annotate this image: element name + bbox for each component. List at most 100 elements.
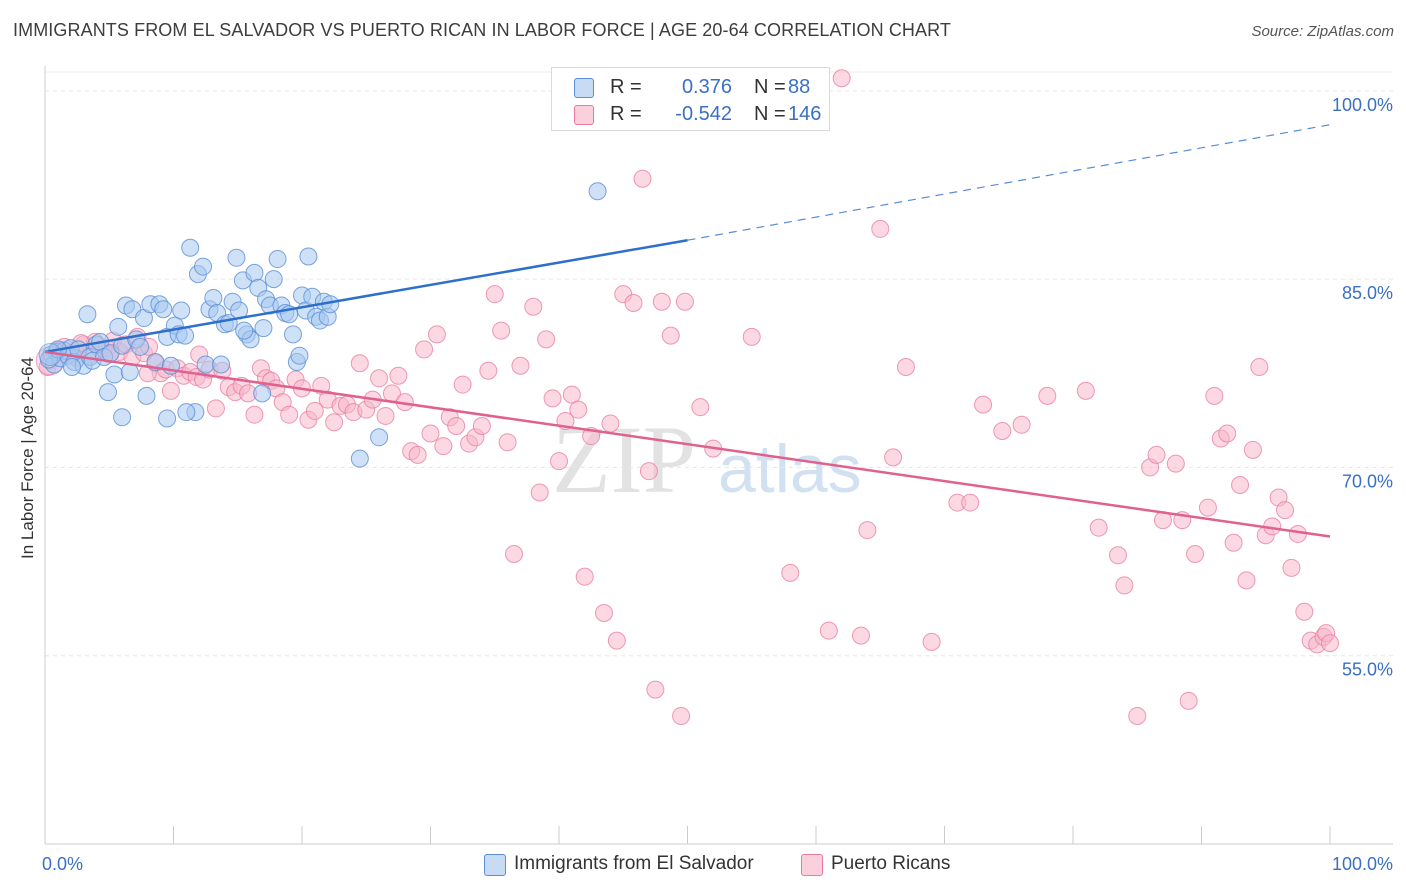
data-point-puerto-ricans bbox=[993, 422, 1012, 441]
data-point-puerto-ricans bbox=[633, 169, 652, 188]
data-point-puerto-ricans bbox=[434, 437, 453, 456]
data-point-puerto-ricans bbox=[858, 521, 877, 540]
data-point-puerto-ricans bbox=[550, 452, 568, 471]
data-point-el-salvador bbox=[253, 384, 272, 403]
data-point-puerto-ricans bbox=[961, 493, 980, 512]
data-point-puerto-ricans bbox=[1282, 558, 1301, 577]
data-point-el-salvador bbox=[235, 321, 254, 340]
bottom-legend-swatch-puerto-ricans bbox=[801, 854, 823, 876]
data-point-puerto-ricans bbox=[1218, 424, 1237, 443]
trend-line-puerto-ricans bbox=[44, 350, 1331, 538]
data-point-el-salvador bbox=[109, 317, 128, 336]
data-point-el-salvador bbox=[299, 247, 318, 266]
y-tick-label: 100.0% bbox=[1332, 95, 1393, 115]
bottom-legend-swatch-el-salvador bbox=[484, 854, 506, 876]
data-point-puerto-ricans bbox=[1205, 386, 1224, 405]
trend-lines bbox=[44, 124, 1331, 538]
source-label: Source: ZipAtlas.com bbox=[1251, 23, 1394, 40]
correlation-legend: R = 0.376 N = 88 R = -0.542 N = 146 bbox=[551, 67, 830, 131]
data-point-el-salvador bbox=[350, 449, 369, 468]
y-tick-label: 85.0% bbox=[1342, 283, 1393, 303]
trend-line-el-salvador bbox=[44, 238, 688, 354]
data-point-puerto-ricans bbox=[370, 369, 389, 388]
legend-n-value: 88 bbox=[788, 76, 811, 98]
axes bbox=[44, 66, 1393, 845]
data-point-el-salvador bbox=[290, 346, 309, 365]
data-point-puerto-ricans bbox=[832, 69, 851, 88]
watermark: ZIP atlas bbox=[552, 406, 862, 513]
data-point-puerto-ricans bbox=[781, 563, 800, 582]
data-point-puerto-ricans bbox=[871, 219, 890, 238]
data-point-el-salvador bbox=[194, 257, 213, 276]
data-point-puerto-ricans bbox=[479, 361, 498, 380]
y-tick-label: 70.0% bbox=[1342, 471, 1393, 491]
data-point-puerto-ricans bbox=[447, 416, 466, 435]
data-point-puerto-ricans bbox=[1198, 498, 1217, 517]
data-point-puerto-ricans bbox=[1147, 445, 1166, 464]
x-tick-label: 0.0% bbox=[42, 854, 83, 874]
legend-r-label: R = bbox=[610, 103, 642, 125]
data-point-puerto-ricans bbox=[206, 399, 225, 418]
x-tick-label: 100.0% bbox=[1332, 854, 1393, 874]
data-point-el-salvador bbox=[370, 428, 389, 447]
legend-r-value: 0.376 bbox=[681, 76, 732, 98]
data-point-puerto-ricans bbox=[675, 292, 694, 311]
data-point-el-salvador bbox=[212, 355, 231, 374]
chart-title: IMMIGRANTS FROM EL SALVADOR VS PUERTO RI… bbox=[13, 20, 951, 40]
data-point-el-salvador bbox=[264, 270, 283, 289]
data-point-puerto-ricans bbox=[1089, 518, 1108, 537]
data-point-el-salvador bbox=[172, 301, 191, 320]
data-point-el-salvador bbox=[62, 357, 81, 376]
legend-n-label: N = bbox=[754, 103, 786, 125]
puerto-ricans-points bbox=[35, 68, 1339, 725]
data-point-puerto-ricans bbox=[672, 706, 691, 725]
data-point-el-salvador bbox=[177, 403, 196, 422]
gridlines bbox=[45, 71, 1393, 657]
data-point-el-salvador bbox=[113, 408, 132, 427]
data-point-puerto-ricans bbox=[639, 462, 658, 481]
data-point-puerto-ricans bbox=[1108, 546, 1127, 565]
data-point-puerto-ricans bbox=[511, 356, 530, 375]
data-point-puerto-ricans bbox=[415, 340, 434, 359]
data-point-el-salvador bbox=[268, 250, 287, 269]
bottom-legend-label: Puerto Ricans bbox=[831, 853, 951, 874]
data-point-puerto-ricans bbox=[569, 400, 588, 419]
data-point-puerto-ricans bbox=[1231, 475, 1250, 494]
data-point-puerto-ricans bbox=[819, 621, 838, 640]
data-point-puerto-ricans bbox=[1276, 501, 1295, 520]
data-point-puerto-ricans bbox=[245, 405, 264, 424]
data-point-puerto-ricans bbox=[350, 354, 369, 373]
data-point-puerto-ricans bbox=[1012, 415, 1031, 434]
data-point-puerto-ricans bbox=[1166, 454, 1185, 473]
data-point-puerto-ricans bbox=[1237, 571, 1256, 590]
data-point-puerto-ricans bbox=[1076, 381, 1095, 400]
data-point-puerto-ricans bbox=[505, 545, 524, 564]
data-point-puerto-ricans bbox=[594, 604, 613, 623]
el-salvador-points bbox=[38, 182, 607, 468]
data-point-el-salvador bbox=[158, 409, 177, 428]
data-point-puerto-ricans bbox=[453, 375, 472, 394]
data-point-puerto-ricans bbox=[607, 631, 626, 650]
tick-labels: 55.0% 70.0% 85.0% 100.0% 0.0% 100.0% bbox=[42, 95, 1393, 874]
data-point-el-salvador bbox=[181, 238, 200, 257]
data-point-puerto-ricans bbox=[652, 292, 671, 311]
data-point-puerto-ricans bbox=[530, 483, 549, 502]
data-point-puerto-ricans bbox=[492, 321, 511, 340]
data-point-el-salvador bbox=[98, 383, 117, 402]
data-point-puerto-ricans bbox=[646, 680, 665, 699]
data-point-puerto-ricans bbox=[376, 406, 395, 425]
data-point-puerto-ricans bbox=[562, 385, 581, 404]
watermark-zip: ZIP bbox=[552, 406, 696, 513]
data-point-puerto-ricans bbox=[1038, 386, 1057, 405]
data-point-el-salvador bbox=[154, 300, 173, 319]
data-point-puerto-ricans bbox=[280, 405, 299, 424]
data-point-el-salvador bbox=[227, 248, 246, 267]
data-point-el-salvador bbox=[131, 337, 150, 356]
data-point-el-salvador bbox=[78, 305, 97, 324]
data-point-el-salvador bbox=[254, 319, 273, 338]
legend-swatch-el-salvador bbox=[574, 78, 594, 98]
data-point-puerto-ricans bbox=[427, 325, 446, 344]
data-point-puerto-ricans bbox=[543, 389, 562, 408]
data-point-el-salvador bbox=[105, 365, 124, 384]
data-point-puerto-ricans bbox=[624, 293, 643, 312]
